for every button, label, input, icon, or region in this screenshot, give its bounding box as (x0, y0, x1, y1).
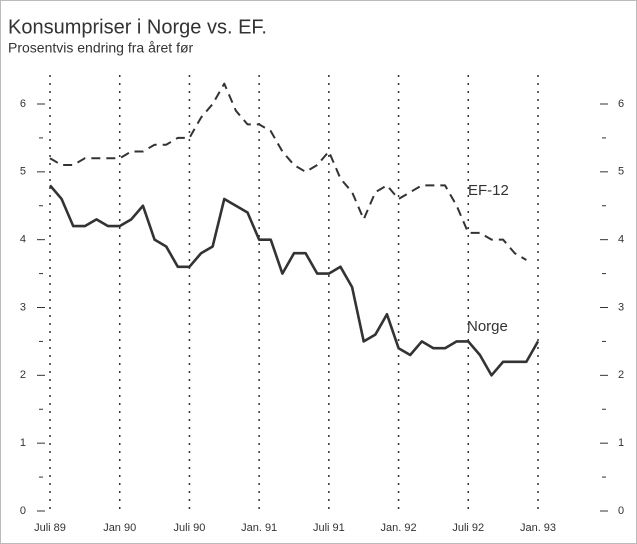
y-tick-label: 2 (20, 369, 26, 381)
x-tick-label: Jan. 93 (520, 522, 556, 534)
line (49, 184, 540, 377)
chart-title: Konsumpriser i Norge vs. EF. (8, 16, 267, 38)
series-label: Norge (467, 318, 508, 335)
chart-subtitle: Prosentvis endring fra året før (8, 40, 194, 56)
y-tick-label: 4 (20, 234, 26, 246)
x-tick-label: Juli 91 (313, 522, 345, 534)
x-tick-label: Juli 90 (174, 522, 206, 534)
series-label: EF-12 (468, 182, 509, 199)
y-tick-label: 5 (20, 166, 26, 178)
y-tick-label: 3 (20, 301, 26, 313)
x-tick-label: Jan. 92 (381, 522, 417, 534)
x-tick-label: Juli 92 (452, 522, 484, 534)
x-tick-label: Jan. 91 (241, 522, 277, 534)
x-tick-label: Juli 89 (34, 522, 66, 534)
x-tick-label: Jan 90 (103, 522, 136, 534)
y-tick-label: 1 (20, 437, 26, 449)
y2-tick-label: 1 (618, 437, 624, 449)
y-tick-label: 0 (20, 505, 26, 517)
y2-tick-label: 5 (618, 166, 624, 178)
y2-tick-label: 6 (618, 98, 624, 110)
y-tick-label: 6 (20, 98, 26, 110)
y2-tick-label: 2 (618, 369, 624, 381)
y2-tick-label: 4 (618, 234, 624, 246)
y2-tick-label: 3 (618, 301, 624, 313)
line (49, 82, 527, 261)
y2-tick-label: 0 (618, 505, 624, 517)
